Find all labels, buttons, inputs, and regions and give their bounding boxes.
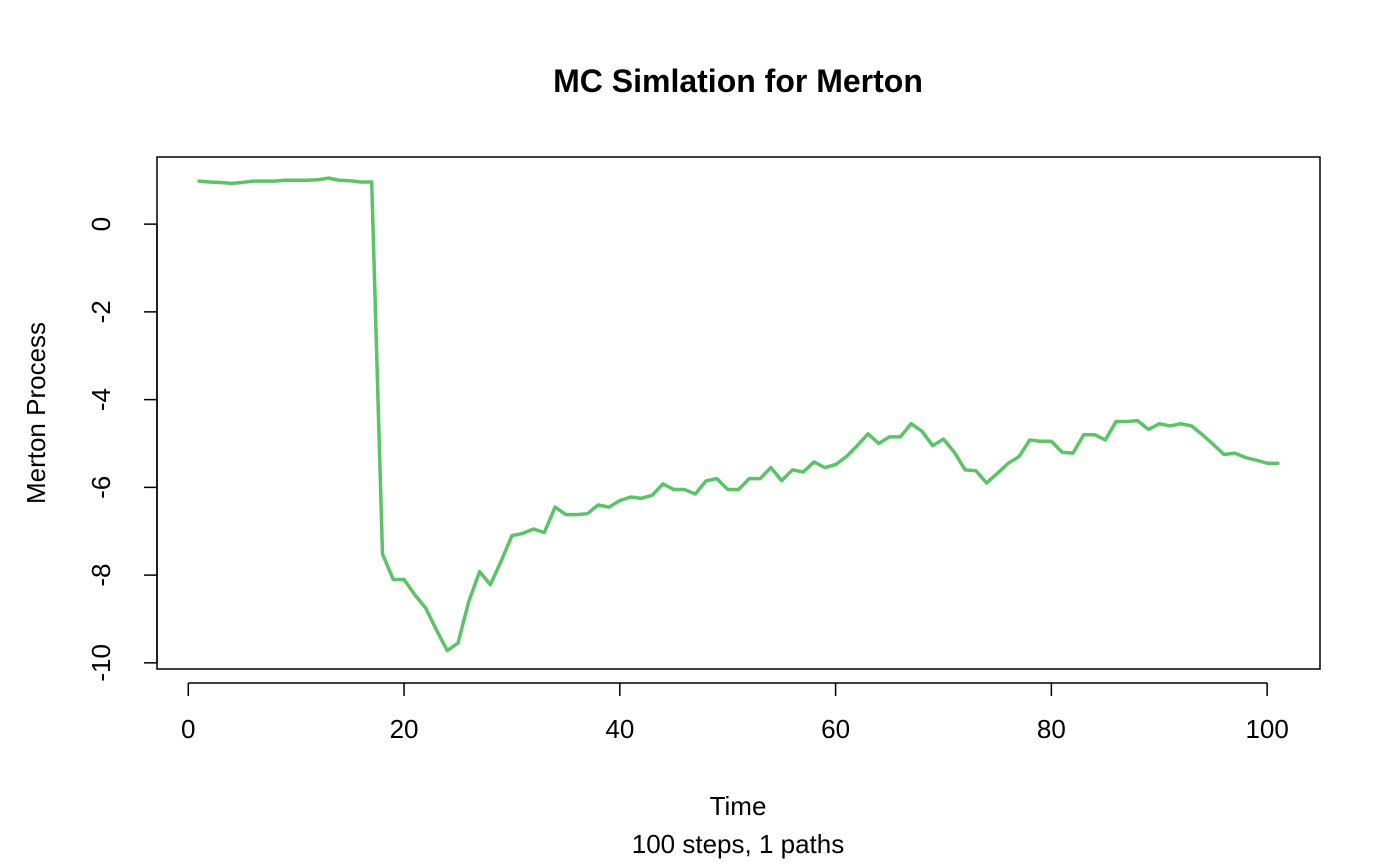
x-tick-label: 20 bbox=[390, 714, 419, 744]
chart-title: MC Simlation for Merton bbox=[553, 63, 923, 99]
x-tick-label: 40 bbox=[605, 714, 634, 744]
x-axis: 0 20 40 60 80 100 bbox=[181, 682, 1289, 744]
y-tick-label: -10 bbox=[86, 644, 116, 682]
x-tick-label: 80 bbox=[1037, 714, 1066, 744]
y-axis: 0 -2 -4 -6 -8 -10 bbox=[86, 217, 158, 682]
y-axis-title: Merton Process bbox=[21, 322, 51, 504]
x-tick-label: 0 bbox=[181, 714, 195, 744]
plot-frame bbox=[156, 156, 1321, 670]
x-tick-label: 100 bbox=[1245, 714, 1288, 744]
y-tick-label: -2 bbox=[86, 300, 116, 323]
series-group bbox=[197, 176, 1280, 653]
series-line-1 bbox=[197, 176, 1280, 653]
y-tick-label: -6 bbox=[86, 476, 116, 499]
y-tick-label: -4 bbox=[86, 388, 116, 411]
y-tick-label: -8 bbox=[86, 564, 116, 587]
x-tick-label: 60 bbox=[821, 714, 850, 744]
y-tick-label: 0 bbox=[86, 217, 116, 231]
x-axis-title: Time bbox=[710, 791, 767, 821]
x-axis-subtitle: 100 steps, 1 paths bbox=[632, 829, 844, 859]
